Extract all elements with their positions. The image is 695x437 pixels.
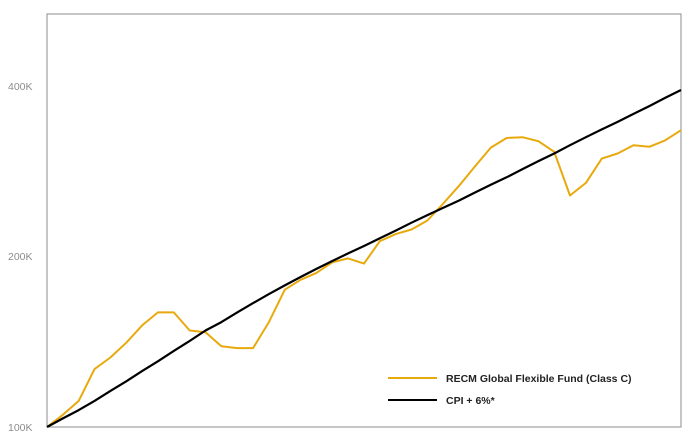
- series-layer: [46, 89, 682, 428]
- y-tick-label-200k: 200K: [8, 251, 33, 263]
- series-line-cpi-6: [46, 89, 682, 428]
- y-tick-label-100k: 100K: [8, 422, 33, 434]
- legend-label-recm-fund: RECM Global Flexible Fund (Class C): [446, 373, 632, 385]
- plot-area-frame: [46, 13, 682, 428]
- legend-label-cpi-6: CPI + 6%*: [446, 395, 496, 407]
- series-line-recm-fund: [46, 129, 682, 428]
- legend: RECM Global Flexible Fund (Class C) CPI …: [388, 373, 632, 407]
- y-tick-label-400k: 400K: [8, 81, 33, 93]
- y-axis-ticks: 100K 200K 400K: [8, 81, 33, 434]
